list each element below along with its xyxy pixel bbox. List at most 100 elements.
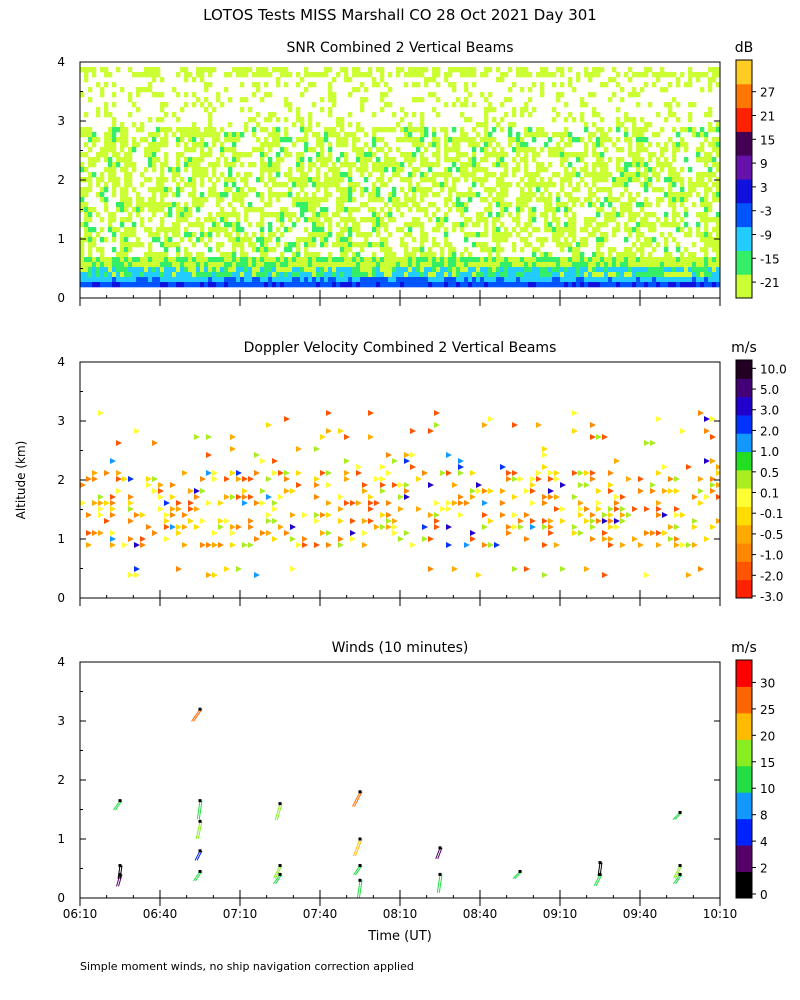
- snr-cell: [360, 262, 365, 268]
- snr-cell: [212, 227, 217, 233]
- snr-cell: [184, 167, 189, 173]
- snr-cell: [600, 202, 605, 208]
- snr-cell: [496, 77, 501, 83]
- snr-cell: [424, 257, 429, 263]
- doppler-cell: [614, 524, 620, 530]
- snr-cell: [88, 277, 93, 283]
- snr-cell: [352, 137, 357, 143]
- snr-cell: [432, 212, 437, 218]
- snr-cell: [372, 192, 377, 198]
- doppler-cell: [134, 428, 140, 434]
- snr-cell: [284, 132, 289, 138]
- snr-cell: [596, 247, 601, 253]
- doppler-cell: [254, 470, 260, 476]
- snr-cell: [520, 87, 525, 93]
- snr-cell: [700, 127, 705, 133]
- snr-cell: [360, 162, 365, 168]
- snr-cell: [572, 137, 577, 143]
- snr-cell: [216, 197, 221, 203]
- snr-cell: [644, 217, 649, 223]
- doppler-cell: [104, 500, 110, 506]
- snr-cell: [208, 217, 213, 223]
- snr-cell: [216, 277, 221, 283]
- snr-cell: [228, 272, 233, 278]
- snr-cell: [160, 267, 165, 273]
- doppler-cell: [284, 470, 290, 476]
- snr-cell: [664, 222, 669, 228]
- snr-cell: [484, 122, 489, 128]
- snr-cell: [572, 152, 577, 158]
- snr-cell: [612, 227, 617, 233]
- snr-cell: [276, 267, 281, 273]
- snr-cell: [584, 102, 589, 108]
- snr-cell: [468, 217, 473, 223]
- snr-cell: [248, 222, 253, 228]
- snr-cell: [492, 282, 497, 288]
- snr-cell: [80, 262, 85, 268]
- snr-cell: [260, 167, 265, 173]
- snr-cell: [700, 147, 705, 153]
- snr-cell: [716, 247, 720, 253]
- snr-cell: [408, 257, 413, 263]
- snr-cell: [448, 82, 453, 88]
- snr-cell: [452, 267, 457, 273]
- snr-cell: [484, 147, 489, 153]
- doppler-cell: [488, 542, 494, 548]
- snr-cell: [196, 197, 201, 203]
- snr-cell: [620, 157, 625, 163]
- doppler-cell: [698, 410, 704, 416]
- snr-cell: [540, 212, 545, 218]
- colorbar-frame: [735, 659, 753, 899]
- snr-cell: [548, 197, 553, 203]
- snr-cell: [128, 202, 133, 208]
- snr-cell: [644, 197, 649, 203]
- snr-cell: [524, 277, 529, 283]
- snr-cell: [528, 97, 533, 103]
- snr-cell: [116, 137, 121, 143]
- snr-cell: [484, 97, 489, 103]
- snr-cell: [488, 272, 493, 278]
- snr-cell: [328, 67, 333, 73]
- snr-cell: [208, 152, 213, 158]
- snr-cell: [356, 157, 361, 163]
- snr-cell: [496, 272, 501, 278]
- doppler-cell: [152, 476, 158, 482]
- doppler-cell: [590, 518, 596, 524]
- doppler-cell: [194, 494, 200, 500]
- snr-cell: [536, 132, 541, 138]
- snr-cell: [228, 137, 233, 143]
- snr-cell: [420, 127, 425, 133]
- snr-cell: [484, 282, 489, 288]
- snr-cell: [260, 232, 265, 238]
- snr-cell: [560, 152, 565, 158]
- snr-cell: [332, 267, 337, 273]
- snr-cell: [716, 232, 720, 238]
- snr-cell: [632, 172, 637, 178]
- snr-cell: [104, 137, 109, 143]
- snr-cell: [672, 167, 677, 173]
- snr-cell: [436, 267, 441, 273]
- snr-cell: [168, 202, 173, 208]
- snr-cell: [696, 232, 701, 238]
- snr-cell: [540, 67, 545, 73]
- snr-cell: [124, 247, 129, 253]
- snr-cell: [252, 242, 257, 248]
- snr-cell: [164, 177, 169, 183]
- snr-cell: [496, 277, 501, 283]
- snr-cell: [532, 207, 537, 213]
- snr-cell: [192, 277, 197, 283]
- snr-cell: [584, 227, 589, 233]
- snr-cell: [612, 77, 617, 83]
- doppler-cell: [572, 524, 578, 530]
- snr-cell: [588, 257, 593, 263]
- snr-cell: [656, 157, 661, 163]
- snr-cell: [116, 152, 121, 158]
- snr-cell: [704, 187, 709, 193]
- snr-cell: [680, 272, 685, 278]
- doppler-cell: [296, 482, 302, 488]
- snr-cell: [624, 172, 629, 178]
- snr-cell: [520, 67, 525, 73]
- x-tick-label: 07:40: [303, 907, 338, 921]
- snr-cell: [476, 162, 481, 168]
